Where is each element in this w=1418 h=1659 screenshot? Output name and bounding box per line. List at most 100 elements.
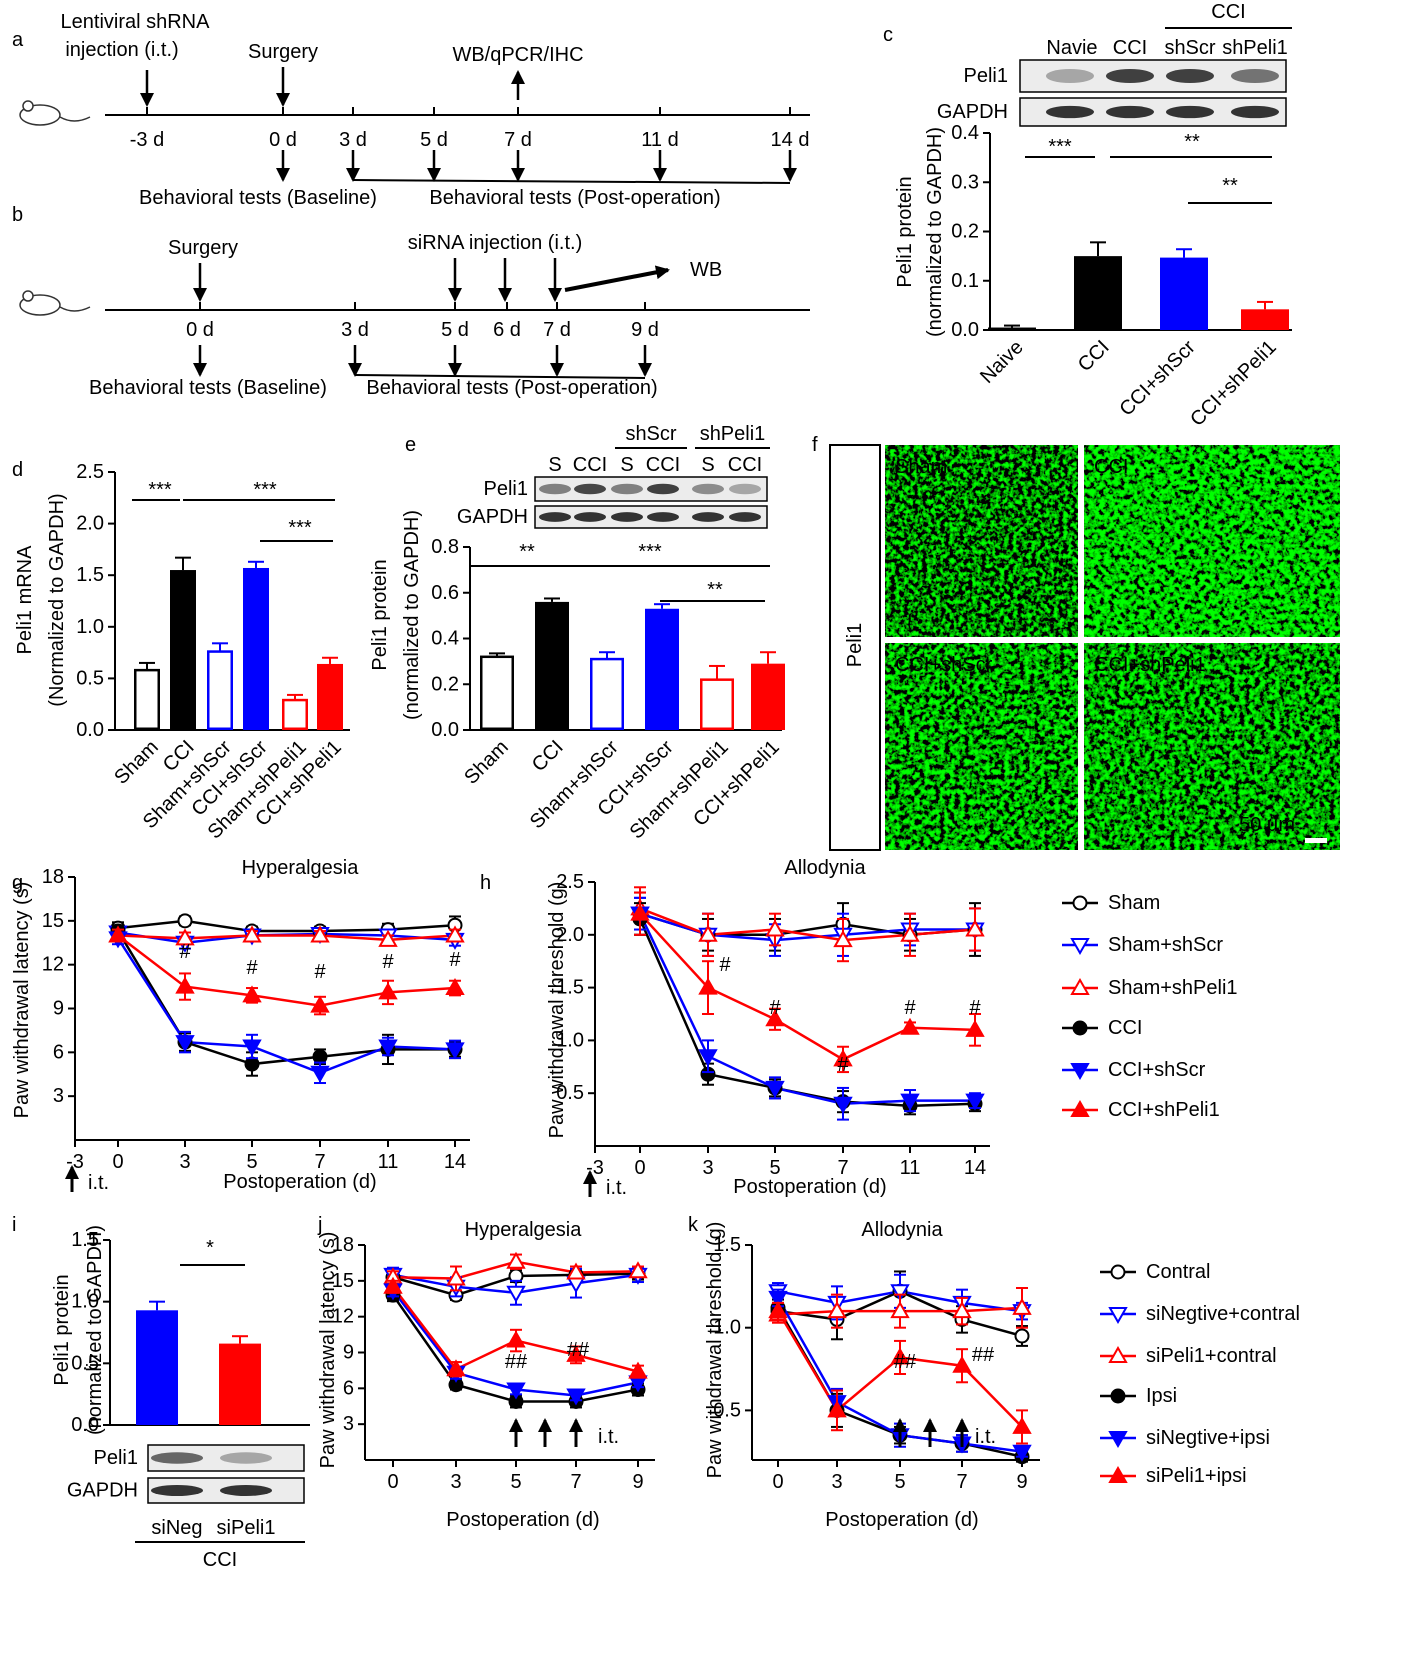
y-tick-label: 1.5 xyxy=(76,564,104,586)
legend-marker xyxy=(1070,1063,1090,1081)
panel-letter: e xyxy=(405,434,416,456)
y-tick-label: 12 xyxy=(42,954,64,976)
marker xyxy=(506,1382,526,1400)
significance: # xyxy=(719,954,731,976)
y-axis-label: Peli1 protein xyxy=(894,176,916,287)
significance: ## xyxy=(505,1351,528,1373)
day-label: 5 d xyxy=(441,319,469,341)
day-label: 7 d xyxy=(543,319,571,341)
marker xyxy=(900,924,920,942)
y-axis-label: Paw withdrawal latency (s) xyxy=(317,1232,339,1469)
panel-letter: g xyxy=(12,872,23,894)
marker xyxy=(890,1347,910,1365)
micrograph-signal xyxy=(1084,445,1340,637)
blot-row-label: GAPDH xyxy=(457,506,528,528)
injection-note: i.t. xyxy=(88,1172,109,1194)
injection-label: Lentiviral shRNA xyxy=(61,11,211,33)
blot-band xyxy=(611,512,643,522)
bar xyxy=(535,601,569,730)
legend-marker xyxy=(1110,1388,1126,1404)
panel-letter: f xyxy=(812,434,818,456)
legend-marker xyxy=(1072,1020,1088,1036)
y-tick-label: 1.5 xyxy=(713,1234,741,1256)
marker xyxy=(378,929,398,947)
bar xyxy=(751,663,785,730)
y-axis-label: Peli1 mRNA xyxy=(14,545,36,655)
significance: # xyxy=(246,957,258,979)
blot-band xyxy=(539,512,571,522)
y-tick-label: 6 xyxy=(343,1377,354,1399)
mouse-tail xyxy=(59,116,91,122)
day-label: 3 d xyxy=(339,129,367,151)
injection-note: i.t. xyxy=(606,1177,627,1199)
y-tick-label: 6 xyxy=(53,1041,64,1063)
panel-letter: a xyxy=(12,29,24,51)
blot-band xyxy=(1166,105,1214,119)
marker xyxy=(965,1093,985,1111)
day-label: 11 d xyxy=(641,129,678,151)
chart-title: Hyperalgesia xyxy=(465,1219,583,1241)
y-tick-label: 0.4 xyxy=(431,628,459,650)
x-tick-label: 7 xyxy=(314,1151,325,1173)
injection-label: injection (i.t.) xyxy=(65,39,178,61)
y-axis-label: Paw withdrawal threshold (g) xyxy=(546,882,568,1139)
blot-band xyxy=(729,512,761,522)
legend-label: Ipsi xyxy=(1146,1385,1177,1407)
x-tick-label: 5 xyxy=(769,1157,780,1179)
sampling-label: WB xyxy=(690,259,722,281)
row-label: Peli1 xyxy=(844,623,866,667)
day-label: 6 d xyxy=(493,319,521,341)
marker xyxy=(890,1301,910,1319)
marker xyxy=(566,1388,586,1406)
bar xyxy=(134,668,160,730)
legend-marker xyxy=(1110,1264,1126,1280)
micrograph-label: CCI+shScr xyxy=(895,654,993,676)
blot-band xyxy=(692,512,724,522)
legend-label: Sham+shPeli1 xyxy=(1108,977,1238,999)
marker xyxy=(378,982,398,1000)
x-tick-label: 7 xyxy=(956,1471,967,1493)
bar xyxy=(282,698,308,731)
bar xyxy=(136,1310,178,1425)
marker xyxy=(833,1049,853,1067)
y-tick-label: 0.8 xyxy=(431,536,459,558)
marker xyxy=(242,1039,262,1057)
x-tick-label: 11 xyxy=(378,1151,399,1173)
y-tick-label: 0.3 xyxy=(951,171,979,193)
y-tick-label: 2.0 xyxy=(76,513,104,535)
marker xyxy=(827,1301,847,1319)
x-tick-label: 0 xyxy=(772,1471,783,1493)
baseline-label: Behavioral tests (Baseline) xyxy=(89,377,327,399)
x-tick-label: 3 xyxy=(179,1151,190,1173)
blot-row-label: Peli1 xyxy=(964,65,1008,87)
bar xyxy=(219,1343,261,1425)
scale-bar xyxy=(1305,838,1327,843)
significance: # xyxy=(769,997,781,1019)
y-tick-label: 12 xyxy=(332,1306,354,1328)
y-tick-label: 3 xyxy=(53,1085,64,1107)
marker xyxy=(445,978,465,996)
y-tick-label: 0.5 xyxy=(556,1082,584,1104)
y-axis-label: Peli1 protein xyxy=(51,1274,73,1385)
injection-label: siRNA injection (i.t.) xyxy=(408,232,583,254)
bar xyxy=(1241,309,1289,330)
y-tick-label: 0.1 xyxy=(951,270,979,292)
series-line xyxy=(639,912,976,1061)
blot-row-label: Peli1 xyxy=(94,1447,138,1469)
baseline-label: Behavioral tests (Baseline) xyxy=(139,187,377,209)
bar xyxy=(207,650,233,730)
y-axis-label: Paw withdrawal threshold (g) xyxy=(704,1222,726,1479)
marker xyxy=(312,1049,328,1065)
marker xyxy=(630,903,650,921)
legend-label: CCI+shScr xyxy=(1108,1059,1206,1081)
surgery-label: Surgery xyxy=(248,41,318,63)
marker xyxy=(242,985,262,1003)
day-label: 0 d xyxy=(269,129,297,151)
blot-group-label: CCI xyxy=(203,1549,237,1571)
marker xyxy=(446,1359,466,1377)
x-tick-label: 3 xyxy=(450,1471,461,1493)
series-line xyxy=(638,913,975,1106)
blot-band xyxy=(647,483,679,495)
bar xyxy=(700,678,734,730)
